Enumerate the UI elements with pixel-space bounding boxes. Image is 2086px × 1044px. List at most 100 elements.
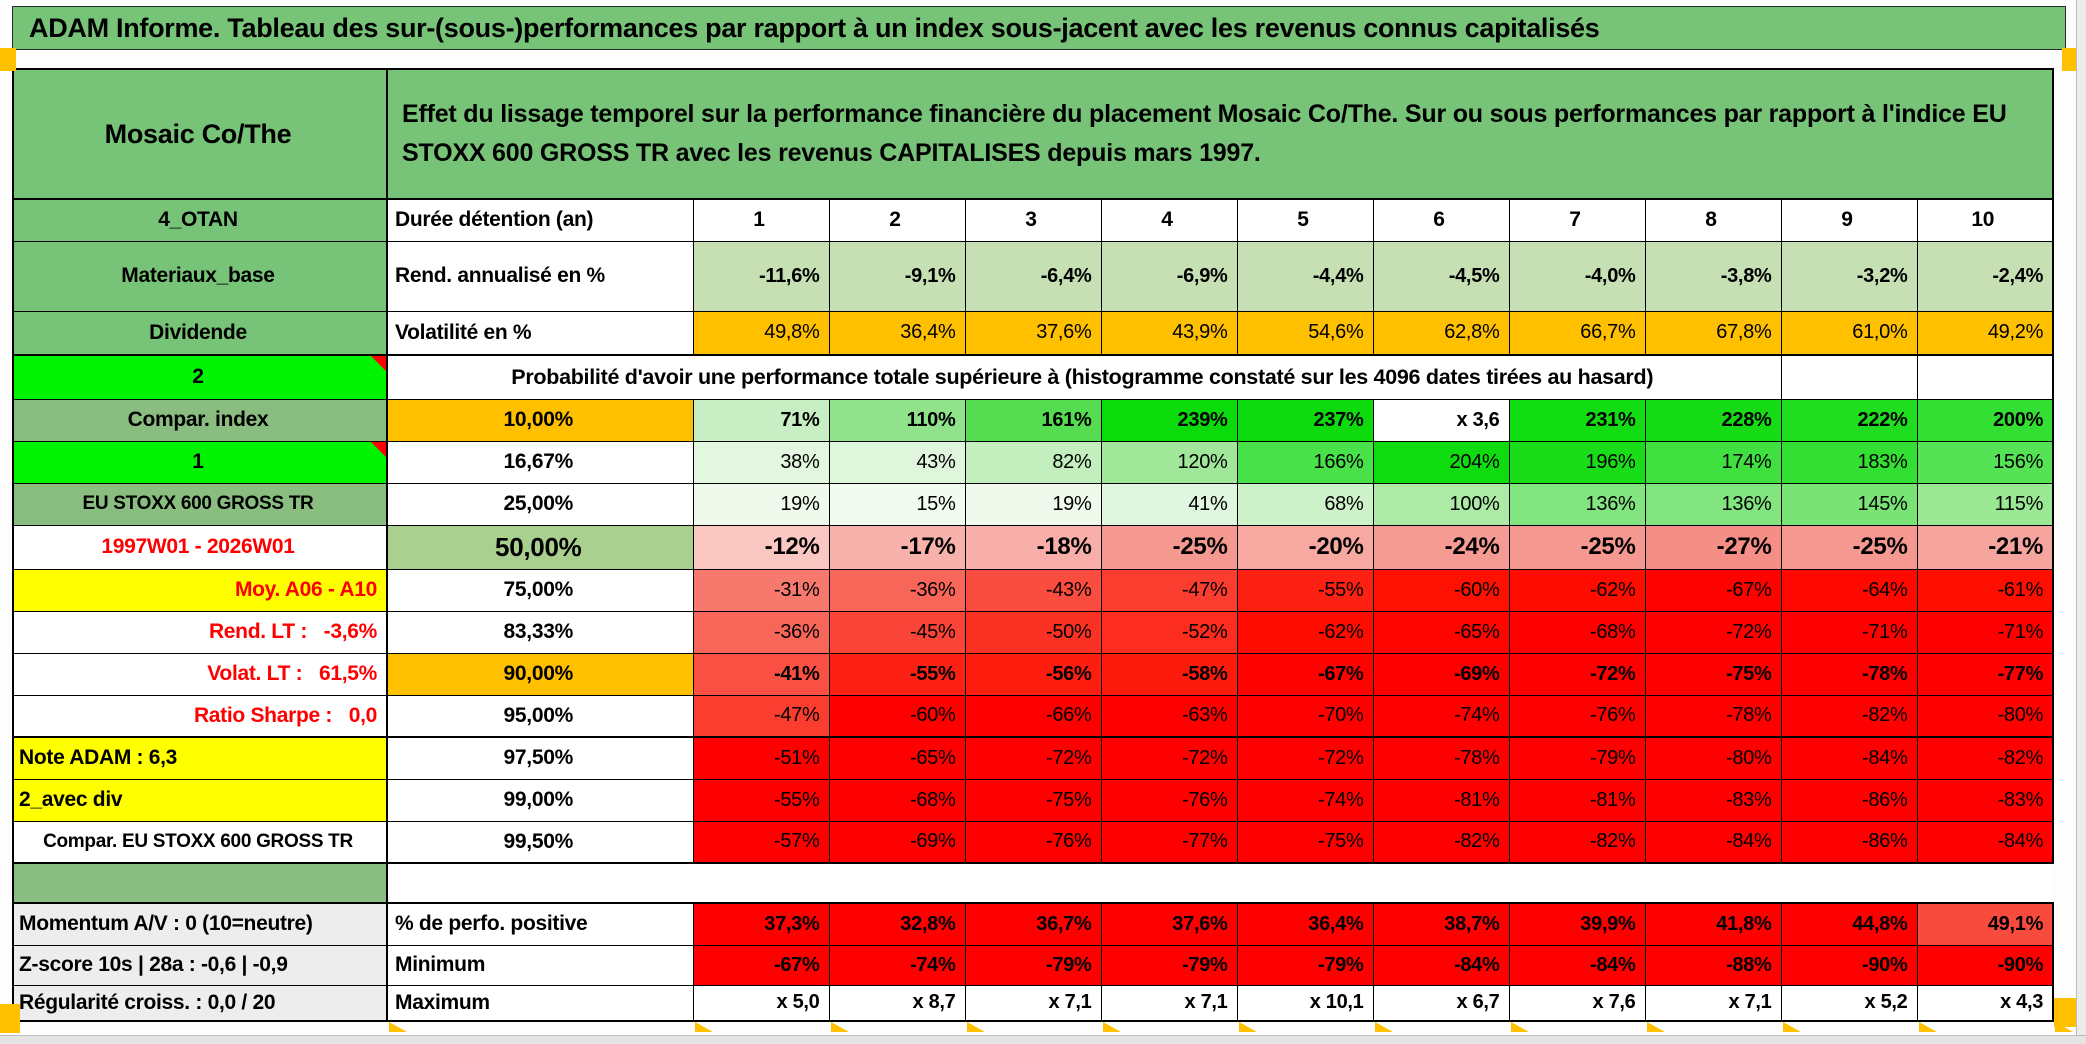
data-cell[interactable]: -74% — [828, 944, 966, 986]
data-cell[interactable]: 196% — [1508, 440, 1646, 484]
data-cell[interactable]: -4,5% — [1372, 240, 1510, 312]
row-label-cell[interactable]: Compar. index — [12, 398, 388, 442]
data-cell[interactable]: 41% — [1100, 482, 1238, 526]
quantile-cell[interactable]: 97,50% — [386, 736, 694, 780]
data-cell[interactable]: -51% — [692, 736, 830, 780]
data-cell[interactable]: 174% — [1644, 440, 1782, 484]
data-cell[interactable]: -68% — [828, 778, 966, 822]
row-label-cell[interactable]: Note ADAM : 6,3 — [12, 736, 388, 780]
data-cell[interactable]: -58% — [1100, 652, 1238, 696]
data-cell[interactable]: -31% — [692, 568, 830, 612]
data-cell[interactable]: -3,2% — [1780, 240, 1918, 312]
data-cell[interactable]: -65% — [1372, 610, 1510, 654]
data-cell[interactable]: 200% — [1916, 398, 2055, 442]
data-cell[interactable]: 2 — [828, 198, 966, 242]
data-cell[interactable]: -50% — [964, 610, 1102, 654]
data-cell[interactable]: -11,6% — [692, 240, 830, 312]
data-cell[interactable]: 38% — [692, 440, 830, 484]
data-cell[interactable]: 145% — [1780, 482, 1918, 526]
data-cell[interactable]: -45% — [828, 610, 966, 654]
data-cell[interactable]: -72% — [1236, 736, 1374, 780]
quantile-cell[interactable]: Volatilité en % — [386, 310, 694, 356]
row-label-cell[interactable]: 1 — [12, 440, 388, 484]
data-cell[interactable]: 1 — [692, 198, 830, 242]
data-cell[interactable]: -67% — [1644, 568, 1782, 612]
data-cell[interactable]: x 7,1 — [964, 984, 1102, 1022]
data-cell[interactable]: -72% — [964, 736, 1102, 780]
data-cell[interactable]: -81% — [1372, 778, 1510, 822]
data-cell[interactable]: 156% — [1916, 440, 2055, 484]
data-cell[interactable]: 237% — [1236, 398, 1374, 442]
data-cell[interactable]: 222% — [1780, 398, 1918, 442]
data-cell[interactable]: 110% — [828, 398, 966, 442]
data-cell[interactable]: -6,9% — [1100, 240, 1238, 312]
data-cell[interactable]: x 7,1 — [1644, 984, 1782, 1022]
data-cell[interactable]: x 5,2 — [1780, 984, 1918, 1022]
data-cell[interactable]: -83% — [1644, 778, 1782, 822]
data-cell[interactable]: -65% — [828, 736, 966, 780]
data-cell[interactable]: 136% — [1644, 482, 1782, 526]
data-cell[interactable]: -88% — [1644, 944, 1782, 986]
data-cell[interactable]: -61% — [1916, 568, 2055, 612]
quantile-cell[interactable]: 99,00% — [386, 778, 694, 822]
data-cell[interactable]: 71% — [692, 398, 830, 442]
data-cell[interactable]: 228% — [1644, 398, 1782, 442]
data-cell[interactable]: -72% — [1644, 610, 1782, 654]
row-label-cell-with-comment-marker-icon[interactable]: 2 — [12, 354, 388, 400]
data-cell[interactable]: -74% — [1372, 694, 1510, 738]
data-cell[interactable]: -83% — [1916, 778, 2055, 822]
data-cell[interactable]: -66% — [964, 694, 1102, 738]
data-cell[interactable]: -67% — [1236, 652, 1374, 696]
data-cell[interactable]: -20% — [1236, 524, 1374, 570]
data-cell[interactable]: -79% — [964, 944, 1102, 986]
data-cell[interactable]: 37,6% — [1100, 902, 1238, 946]
data-cell[interactable]: -27% — [1644, 524, 1782, 570]
row-label-cell[interactable]: Dividende — [12, 310, 388, 356]
data-cell[interactable]: -72% — [1100, 736, 1238, 780]
row-label-cell[interactable]: Volat. LT : 61,5% — [12, 652, 388, 696]
data-cell[interactable]: -25% — [1508, 524, 1646, 570]
data-cell[interactable]: -86% — [1780, 778, 1918, 822]
data-cell[interactable]: 36,4% — [828, 310, 966, 356]
data-cell[interactable]: 54,6% — [1236, 310, 1374, 356]
data-cell[interactable]: 38,7% — [1372, 902, 1510, 946]
data-cell[interactable]: x 3,6 — [1372, 398, 1510, 442]
data-cell[interactable]: 6 — [1372, 198, 1510, 242]
data-cell[interactable]: -12% — [692, 524, 830, 570]
data-cell[interactable]: 3 — [964, 198, 1102, 242]
data-cell[interactable]: -36% — [692, 610, 830, 654]
row-label-cell[interactable]: Moy. A06 - A10 — [12, 568, 388, 612]
quantile-cell[interactable]: Maximum — [386, 984, 694, 1022]
data-cell[interactable]: -25% — [1100, 524, 1238, 570]
data-cell[interactable]: 120% — [1100, 440, 1238, 484]
data-cell[interactable]: 115% — [1916, 482, 2055, 526]
data-cell[interactable]: -72% — [1508, 652, 1646, 696]
data-cell[interactable]: 49,2% — [1916, 310, 2055, 356]
data-cell[interactable]: -75% — [1236, 820, 1374, 864]
data-cell[interactable]: -57% — [692, 820, 830, 864]
data-cell[interactable]: -62% — [1508, 568, 1646, 612]
data-cell[interactable]: -60% — [828, 694, 966, 738]
data-cell[interactable]: -68% — [1508, 610, 1646, 654]
data-cell[interactable]: 39,9% — [1508, 902, 1646, 946]
data-cell[interactable]: 204% — [1372, 440, 1510, 484]
data-cell[interactable]: 36,7% — [964, 902, 1102, 946]
data-cell[interactable]: 100% — [1372, 482, 1510, 526]
data-cell[interactable]: -60% — [1372, 568, 1510, 612]
data-cell[interactable]: 61,0% — [1780, 310, 1918, 356]
data-cell[interactable]: -41% — [692, 652, 830, 696]
quantile-cell[interactable]: % de perfo. positive — [386, 902, 694, 946]
data-cell[interactable]: -76% — [964, 820, 1102, 864]
quantile-cell[interactable]: 25,00% — [386, 482, 694, 526]
data-cell[interactable]: -84% — [1916, 820, 2055, 864]
data-cell[interactable]: -74% — [1236, 778, 1374, 822]
data-cell[interactable]: -62% — [1236, 610, 1374, 654]
data-cell[interactable]: 19% — [964, 482, 1102, 526]
data-cell[interactable]: x 4,3 — [1916, 984, 2055, 1022]
data-cell[interactable]: -71% — [1780, 610, 1918, 654]
data-cell[interactable]: 19% — [692, 482, 830, 526]
data-cell[interactable]: -79% — [1100, 944, 1238, 986]
row-label-cell[interactable]: Compar. EU STOXX 600 GROSS TR — [12, 820, 388, 864]
data-cell[interactable]: 37,6% — [964, 310, 1102, 356]
data-cell[interactable]: -55% — [692, 778, 830, 822]
